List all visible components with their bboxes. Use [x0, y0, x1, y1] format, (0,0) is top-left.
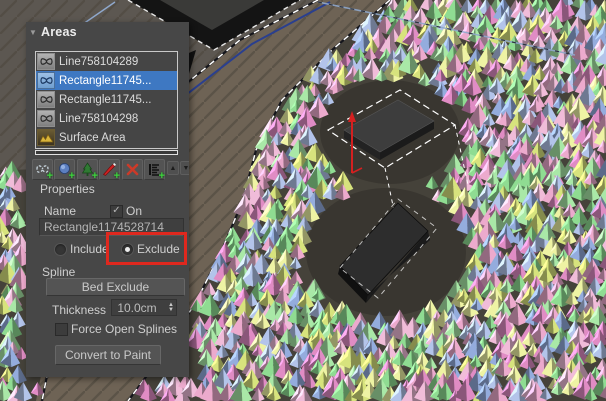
- add-forest-area-button[interactable]: +: [77, 159, 98, 182]
- plus-icon: +: [68, 170, 75, 182]
- list-item-label: Rectangle11745...: [59, 74, 152, 87]
- spline-area-icon: [37, 53, 55, 70]
- spline-section-label: Spline: [42, 265, 76, 279]
- exclude-radio[interactable]: [121, 243, 134, 256]
- list-item[interactable]: Rectangle11745...: [36, 90, 177, 109]
- convert-to-paint-button[interactable]: Convert to Paint: [55, 345, 161, 365]
- spline-area-icon: [37, 91, 55, 108]
- rollout-collapse-icon[interactable]: ▼: [29, 28, 37, 37]
- exclude-radio-label: Exclude: [137, 242, 180, 256]
- list-item-label: Surface Area: [59, 131, 126, 144]
- areas-rollout-panel: ▼ Areas Line758104289 Rectangle11745... …: [26, 22, 189, 377]
- include-radio-label: Include: [70, 242, 109, 256]
- rollout-title: Areas: [41, 25, 77, 39]
- list-resize-grip[interactable]: [35, 150, 178, 155]
- spline-area-icon: [37, 72, 55, 89]
- add-object-area-button[interactable]: +: [54, 159, 75, 182]
- surface-area-icon: [37, 129, 55, 146]
- properties-section-label: Properties: [40, 182, 95, 196]
- areas-list: Line758104289 Rectangle11745... Rectangl…: [35, 51, 178, 149]
- add-spline-area-button[interactable]: +: [32, 159, 53, 182]
- plus-icon: +: [158, 170, 165, 182]
- exclude-highlight-annotation: [106, 232, 187, 265]
- add-reference-area-button[interactable]: +: [144, 159, 165, 182]
- add-paint-area-button[interactable]: +: [99, 159, 120, 182]
- list-item-selected[interactable]: Rectangle11745...: [36, 71, 177, 90]
- spline-area-icon: [37, 110, 55, 127]
- list-item[interactable]: Line758104289: [36, 52, 177, 71]
- spinner-up-icon[interactable]: ▲: [168, 302, 174, 308]
- radio-dot: [125, 247, 130, 252]
- thickness-label: Thickness: [52, 303, 107, 317]
- on-checkbox-label: On: [126, 204, 143, 218]
- thickness-value: 10.0cm: [117, 301, 157, 315]
- move-down-button[interactable]: ▼: [180, 161, 189, 175]
- name-label: Name: [44, 204, 77, 218]
- list-item-label: Line758104298: [59, 112, 139, 125]
- on-checkbox[interactable]: ✓: [110, 205, 123, 218]
- force-open-splines-label: Force Open Splines: [71, 322, 178, 336]
- delete-area-button[interactable]: [122, 159, 143, 180]
- plus-icon: +: [46, 170, 53, 182]
- list-item-label: Line758104289: [59, 55, 139, 68]
- list-item-label: Rectangle11745...: [59, 93, 152, 106]
- area-name-field[interactable]: Rectangle1174528714: [39, 218, 184, 236]
- include-radio[interactable]: [54, 243, 67, 256]
- thickness-spinner[interactable]: 10.0cm ▲ ▼: [111, 299, 177, 316]
- spline-pick-button[interactable]: Bed Exclude: [46, 278, 185, 296]
- force-open-splines-checkbox[interactable]: [55, 323, 68, 336]
- plus-icon: +: [91, 170, 98, 182]
- spinner-down-icon[interactable]: ▼: [168, 307, 174, 313]
- list-item[interactable]: Surface Area: [36, 128, 177, 147]
- list-item[interactable]: Line758104298: [36, 109, 177, 128]
- plus-icon: +: [113, 170, 120, 182]
- move-up-button[interactable]: ▲: [167, 161, 179, 175]
